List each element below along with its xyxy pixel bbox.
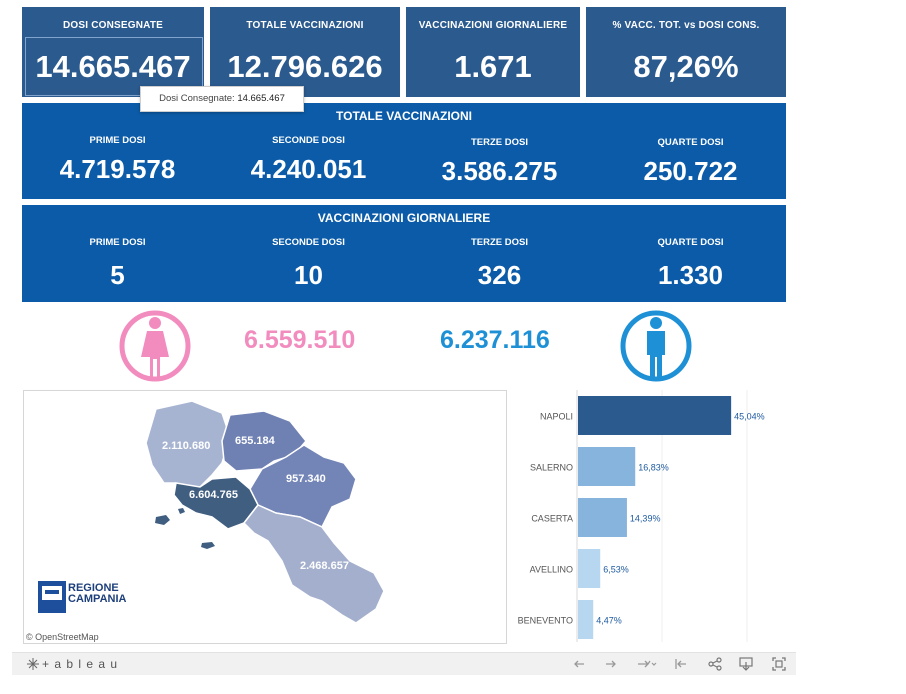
- dose-label: TERZE DOSI: [470, 137, 528, 148]
- panel-title: TOTALE VACCINAZIONI: [336, 109, 472, 123]
- logo-emblem: [38, 581, 66, 613]
- dose-value: 4.240.051: [250, 154, 367, 184]
- value-label: 45,04%: [734, 412, 765, 422]
- bar-napoli[interactable]: [578, 396, 732, 435]
- dose-value: 10: [294, 260, 323, 290]
- map-region-benevento[interactable]: [221, 410, 307, 472]
- bar-avellino[interactable]: [578, 549, 601, 588]
- totale-prime-dosi[interactable]: PRIME DOSI 4.719.578: [22, 135, 213, 185]
- map-attribution[interactable]: © OpenStreetMap: [26, 632, 99, 642]
- campania-map[interactable]: 2.110.680 655.184 957.340 6.604.765 2.46…: [23, 390, 507, 644]
- bar-caserta[interactable]: [578, 498, 627, 537]
- logo-text-line2: CAMPANIA: [68, 593, 127, 605]
- tooltip-value: 14.665.467: [237, 93, 285, 104]
- vaccinazioni-giornaliere-panel: VACCINAZIONI GIORNALIERE PRIME DOSI 5 SE…: [22, 205, 786, 302]
- tableau-logo-icon: [27, 658, 39, 670]
- tableau-brand[interactable]: + a b l e a u: [42, 657, 119, 671]
- bar-chart-svg: NAPOLI 45,04% SALERNO 16,83% CASERTA 14,39% AV…: [518, 390, 765, 642]
- kpi-totale-vaccinazioni[interactable]: TOTALE VACCINAZIONI 12.796.626: [210, 7, 400, 97]
- selection-outline: [25, 37, 203, 96]
- dose-label: PRIME DOSI: [89, 237, 146, 248]
- dose-label: SECONDE DOSI: [272, 135, 345, 146]
- female-count[interactable]: 6.559.510: [244, 326, 356, 354]
- giornaliere-seconde-dosi[interactable]: SECONDE DOSI 10: [213, 237, 404, 291]
- dose-value: 3.586.275: [441, 156, 558, 186]
- dose-label: PRIME DOSI: [89, 135, 146, 146]
- totale-quarte-dosi[interactable]: QUARTE DOSI 250.722: [595, 137, 786, 187]
- value-label: 6,53%: [603, 565, 629, 575]
- undo-icon[interactable]: [572, 657, 586, 671]
- male-count[interactable]: 6.237.116: [440, 326, 550, 354]
- female-icon: [119, 310, 191, 382]
- province-bar-chart: NAPOLI 45,04% SALERNO 16,83% CASERTA 14,39% AV…: [507, 390, 797, 642]
- revert-icon[interactable]: [636, 657, 658, 671]
- dose-label: QUARTE DOSI: [657, 237, 724, 248]
- totale-seconde-dosi[interactable]: SECONDE DOSI 4.240.051: [213, 135, 404, 185]
- male-icon: [620, 310, 692, 382]
- dose-value: 1.330: [657, 260, 724, 290]
- map-label-benevento: 655.184: [235, 435, 275, 447]
- logo-text-line1: REGIONE: [68, 582, 119, 594]
- giornaliere-quarte-dosi[interactable]: QUARTE DOSI 1.330: [595, 237, 786, 291]
- category-label: CASERTA: [531, 514, 573, 524]
- tooltip: Dosi Consegnate: 14.665.467: [140, 86, 304, 112]
- dose-label: SECONDE DOSI: [272, 237, 345, 248]
- kpi-label: % VACC. TOT. vs DOSI CONS.: [612, 20, 760, 31]
- bar-benevento[interactable]: [578, 600, 594, 639]
- map-island-capri: [201, 542, 215, 549]
- dose-value: 5: [110, 260, 125, 290]
- totale-vaccinazioni-panel: TOTALE VACCINAZIONI PRIME DOSI 4.719.578…: [22, 103, 786, 199]
- kpi-label: VACCINAZIONI GIORNALIERE: [418, 20, 568, 31]
- value-label: 14,39%: [630, 514, 661, 524]
- kpi-label: TOTALE VACCINAZIONI: [246, 20, 364, 31]
- dose-value: 326: [477, 260, 522, 290]
- bar-salerno[interactable]: [578, 447, 636, 486]
- value-label: 16,83%: [638, 463, 669, 473]
- download-icon[interactable]: [738, 656, 754, 672]
- map-label-napoli: 6.604.765: [189, 489, 238, 501]
- kpi-label: DOSI CONSEGNATE: [62, 20, 164, 31]
- kpi-percent-vaccinazioni[interactable]: % VACC. TOT. vs DOSI CONS. 87,26%: [586, 7, 786, 97]
- redo-icon[interactable]: [604, 657, 618, 671]
- map-label-salerno: 2.468.657: [300, 560, 349, 572]
- fullscreen-icon[interactable]: [772, 657, 786, 671]
- dose-value: 4.719.578: [59, 154, 176, 184]
- kpi-value: 14.665.467: [35, 49, 191, 84]
- reset-icon[interactable]: [674, 657, 688, 671]
- panel-title: VACCINAZIONI GIORNALIERE: [317, 211, 491, 225]
- regione-campania-logo: REGIONE CAMPANIA: [38, 581, 148, 615]
- kpi-vaccinazioni-giornaliere[interactable]: VACCINAZIONI GIORNALIERE 1.671: [406, 7, 580, 97]
- dose-label: TERZE DOSI: [470, 237, 528, 248]
- dose-label: QUARTE DOSI: [657, 137, 724, 148]
- share-icon[interactable]: [708, 657, 722, 671]
- map-svg: [145, 400, 385, 624]
- map-region-salerno[interactable]: [243, 504, 385, 624]
- category-label: BENEVENTO: [518, 616, 573, 626]
- giornaliere-prime-dosi[interactable]: PRIME DOSI 5: [22, 237, 213, 291]
- category-label: NAPOLI: [540, 412, 573, 422]
- tooltip-label: Dosi Consegnate:: [159, 93, 235, 104]
- giornaliere-terze-dosi[interactable]: TERZE DOSI 326: [404, 237, 595, 291]
- value-label: 4,47%: [596, 616, 622, 626]
- kpi-value: 12.796.626: [227, 49, 383, 84]
- category-label: SALERNO: [530, 463, 573, 473]
- kpi-value: 1.671: [454, 49, 532, 84]
- map-island-procida: [178, 508, 185, 514]
- map-label-avellino: 957.340: [286, 473, 326, 485]
- totale-terze-dosi[interactable]: TERZE DOSI 3.586.275: [404, 137, 595, 187]
- dose-value: 250.722: [643, 156, 738, 186]
- kpi-dosi-consegnate[interactable]: DOSI CONSEGNATE 14.665.467: [22, 7, 204, 97]
- tableau-toolbar: + a b l e a u: [12, 652, 796, 675]
- kpi-value: 87,26%: [633, 49, 739, 84]
- category-label: AVELLINO: [530, 565, 573, 575]
- map-island-ischia: [155, 515, 170, 525]
- map-label-caserta: 2.110.680: [162, 440, 211, 452]
